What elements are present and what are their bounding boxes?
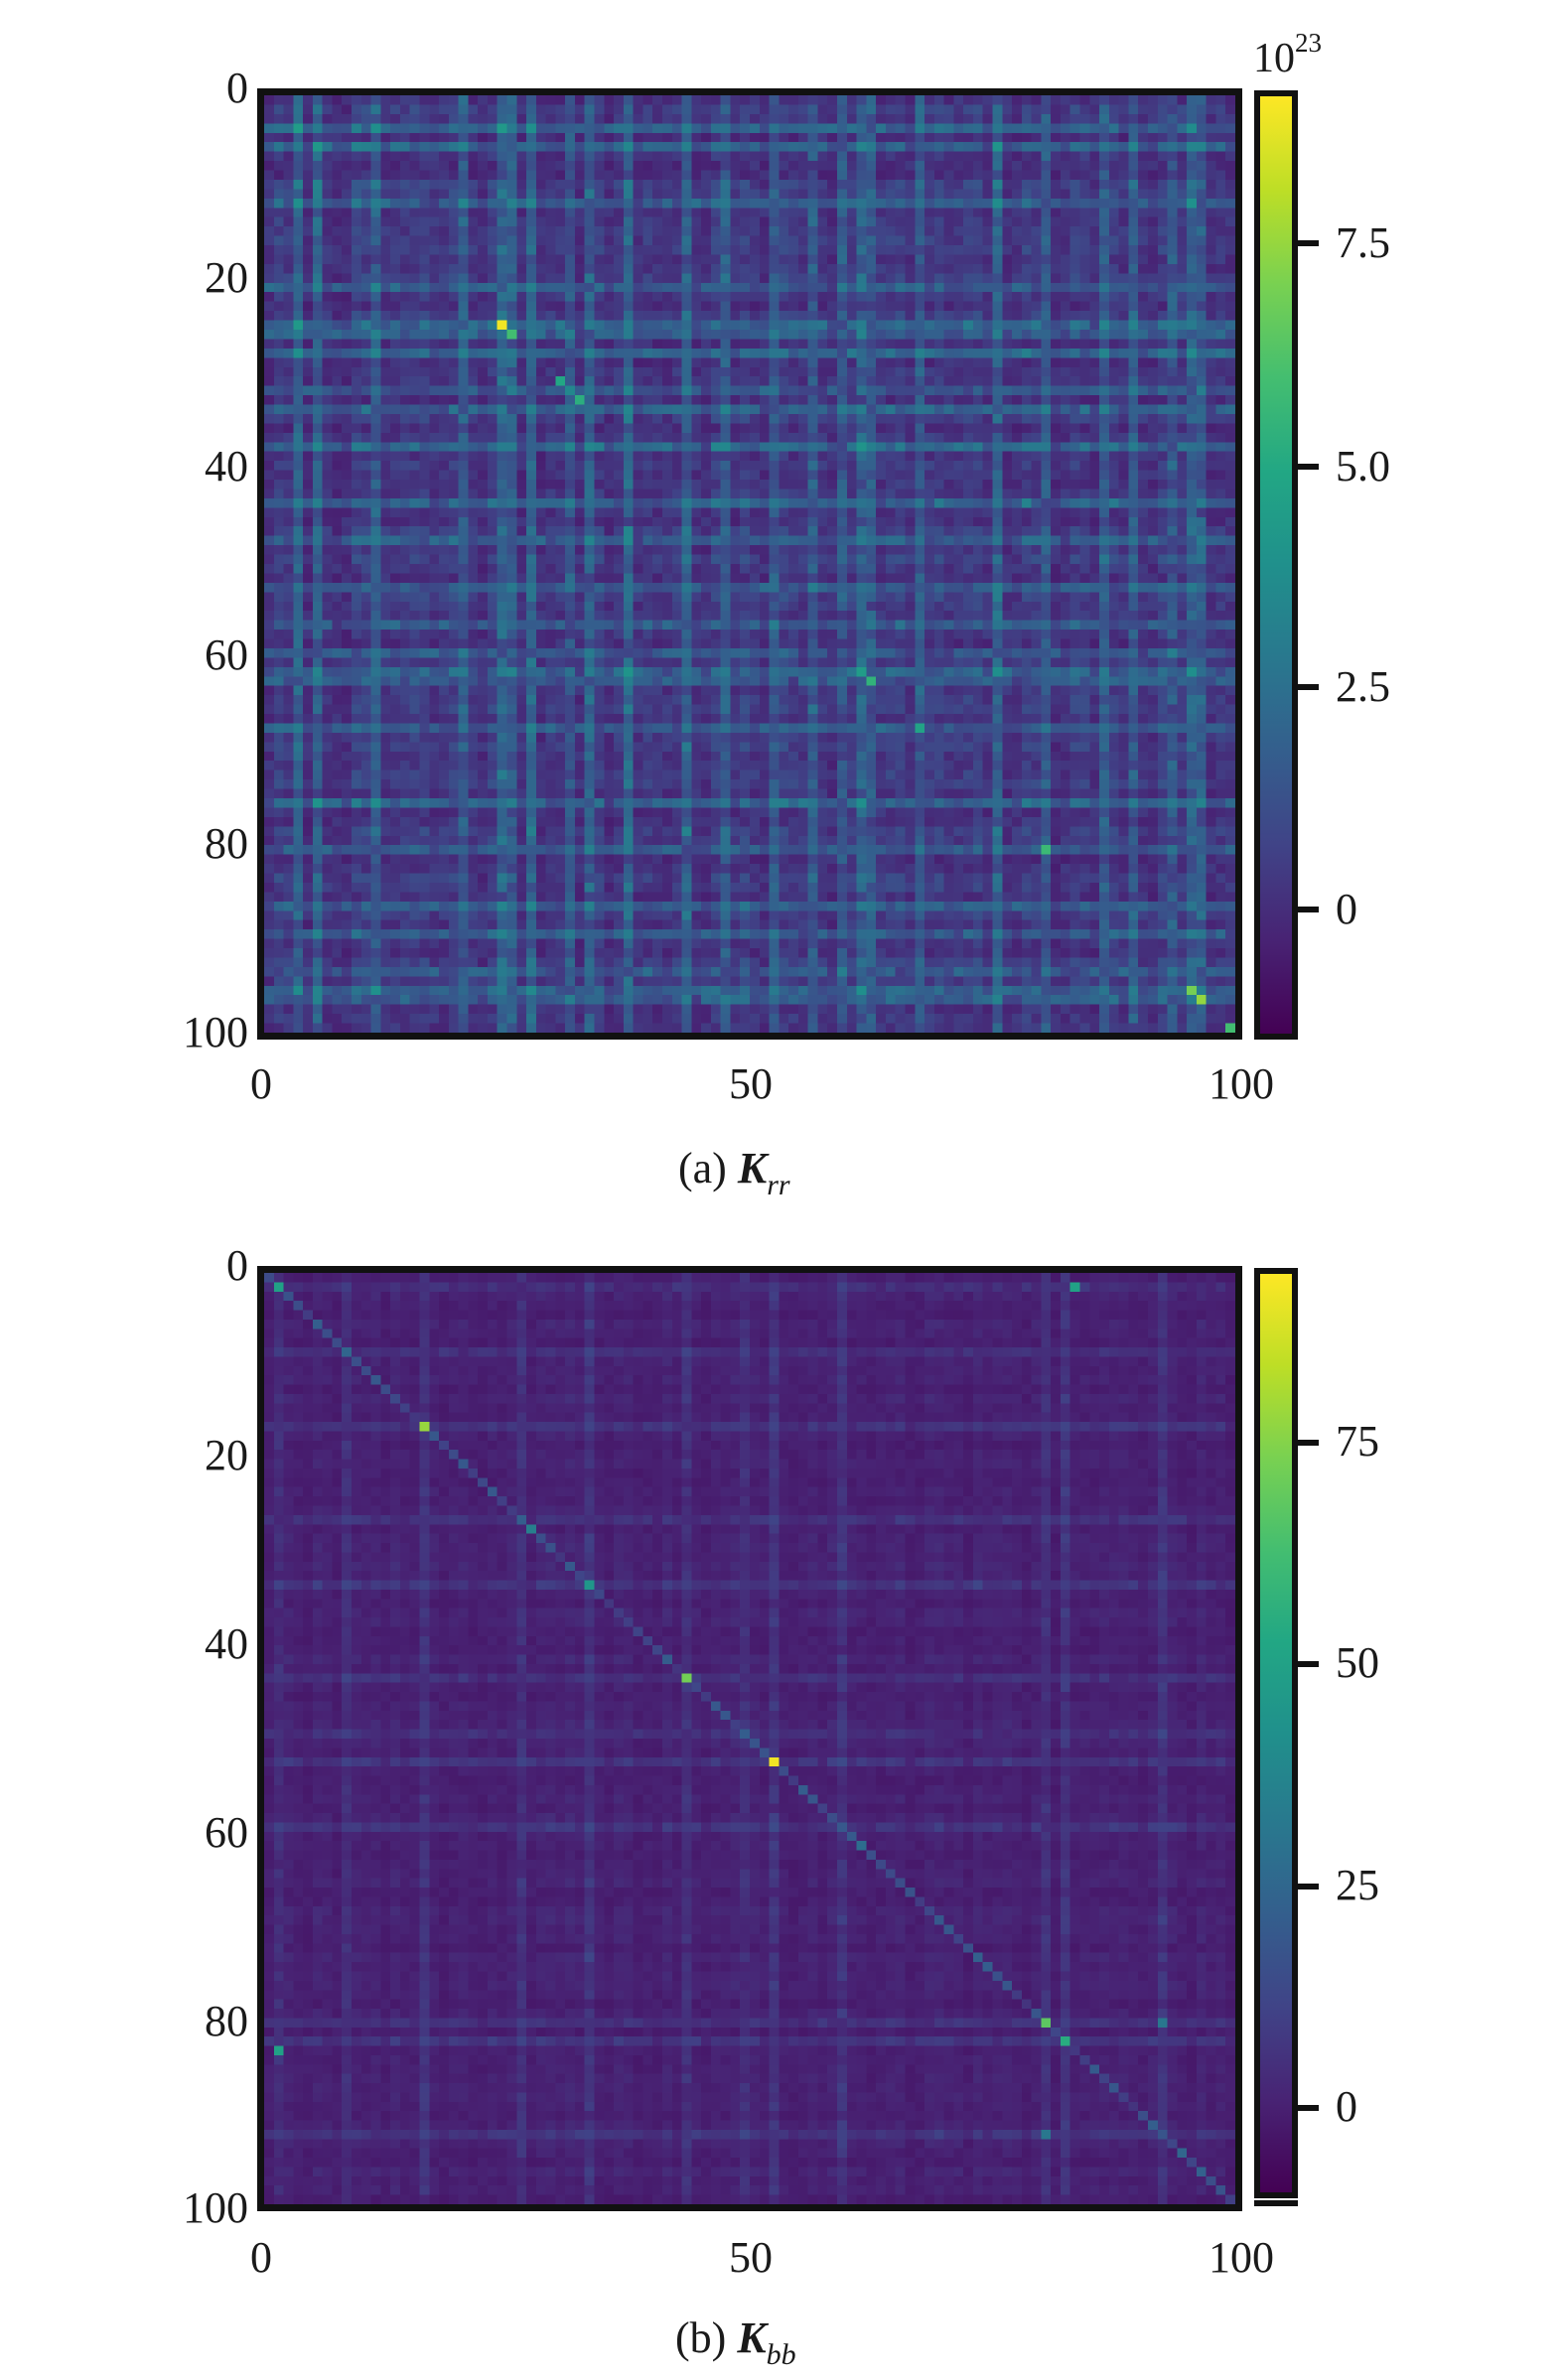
colorbar-tick-label: 75 xyxy=(1336,1417,1379,1466)
colorbar-tick-label: 25 xyxy=(1336,1861,1379,1909)
colorbar-tick xyxy=(1297,1661,1319,1667)
colorbar-tick-label: 2.5 xyxy=(1336,662,1390,711)
caption-prefix: (a) xyxy=(678,1144,727,1192)
x-tick-label: 50 xyxy=(729,2233,773,2282)
heatmap-kbb xyxy=(257,1266,1242,2211)
y-tick-label: 20 xyxy=(205,1431,248,1479)
colorbar-extend-marker xyxy=(1254,2200,1298,2206)
y-tick-label: 20 xyxy=(205,253,248,302)
y-tick-label: 40 xyxy=(205,442,248,490)
colorbar-tick xyxy=(1297,907,1319,912)
colorbar-gradient xyxy=(1260,1274,1292,2192)
caption-b: (b) Kbb xyxy=(675,2313,796,2380)
y-tick-label: 0 xyxy=(226,64,248,112)
heatmap-krr xyxy=(257,88,1242,1040)
colorbar-tick-label: 5.0 xyxy=(1336,442,1390,490)
caption-symbol: K xyxy=(737,1144,768,1192)
colorbar-tick xyxy=(1297,1884,1319,1890)
colorbar-krr xyxy=(1254,90,1298,1040)
y-tick-label: 100 xyxy=(183,2183,248,2232)
colorbar-gradient xyxy=(1260,96,1292,1034)
x-tick-label: 100 xyxy=(1209,1059,1274,1108)
x-tick-label: 0 xyxy=(250,2233,272,2282)
colorbar-kbb xyxy=(1254,1268,1298,2198)
colorbar-tick xyxy=(1297,1440,1319,1446)
y-tick-label: 60 xyxy=(205,1808,248,1857)
y-tick-label: 0 xyxy=(226,1241,248,1290)
colorbar-tick-label: 50 xyxy=(1336,1638,1379,1687)
x-tick-label: 0 xyxy=(250,1059,272,1108)
colorbar-tick xyxy=(1297,684,1319,690)
caption-a: (a) Krr xyxy=(678,1144,790,1210)
colorbar-exponent: 1023 xyxy=(1253,28,1322,81)
y-tick-label: 100 xyxy=(183,1008,248,1056)
y-tick-label: 40 xyxy=(205,1619,248,1668)
y-tick-label: 80 xyxy=(205,819,248,868)
heatmap-canvas xyxy=(264,1273,1235,2204)
colorbar-tick xyxy=(1297,240,1319,246)
caption-subscript: rr xyxy=(767,1169,790,1201)
colorbar-tick-label: 0 xyxy=(1336,2082,1357,2131)
caption-subscript: bb xyxy=(766,2338,796,2371)
heatmap-canvas xyxy=(264,95,1235,1033)
colorbar-tick-label: 7.5 xyxy=(1336,218,1390,267)
x-tick-label: 100 xyxy=(1209,2233,1274,2282)
y-tick-label: 80 xyxy=(205,1997,248,2045)
colorbar-tick-label: 0 xyxy=(1336,885,1357,933)
colorbar-tick xyxy=(1297,464,1319,470)
colorbar-tick xyxy=(1297,2105,1319,2111)
x-tick-label: 50 xyxy=(729,1059,773,1108)
caption-prefix: (b) xyxy=(675,2313,727,2362)
caption-symbol: K xyxy=(737,2313,767,2362)
y-tick-label: 60 xyxy=(205,630,248,679)
